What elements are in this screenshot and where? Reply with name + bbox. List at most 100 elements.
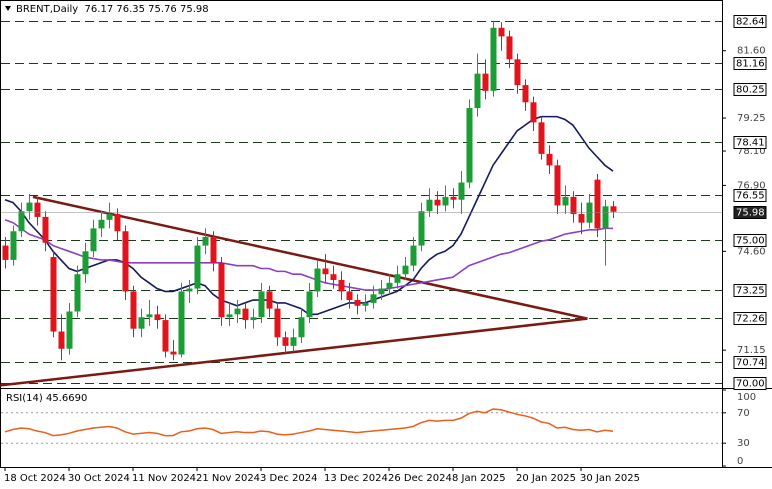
x-tick-label: 30 Oct 2024 — [68, 473, 130, 484]
candle-body — [418, 211, 425, 246]
rsi-title: RSI(14) 45.6690 — [6, 393, 87, 404]
candle-body — [186, 288, 193, 292]
rsi-tick-label: 100 — [737, 392, 756, 403]
candle-body — [522, 85, 529, 103]
level-label-box — [733, 15, 767, 28]
candle-body — [282, 337, 289, 346]
level-label: 75.00 — [736, 236, 765, 247]
plot — [0, 20, 722, 387]
y-tick-label: 74.60 — [737, 246, 766, 257]
candle-body — [506, 36, 513, 60]
candle-body — [202, 236, 209, 246]
candle-body — [434, 199, 441, 206]
candle-body — [610, 206, 617, 212]
candle-body — [178, 291, 185, 355]
candle-body — [602, 206, 609, 229]
level-label: 76.55 — [736, 191, 765, 202]
last-price-label: 75.98 — [736, 208, 765, 219]
candle-body — [130, 291, 137, 329]
candle-body — [226, 314, 233, 318]
candle-body — [10, 231, 17, 260]
candle-body — [450, 196, 457, 200]
candle-body — [314, 268, 321, 292]
level-label-box — [733, 83, 767, 96]
candle-body — [154, 314, 161, 321]
candle-body — [298, 317, 305, 338]
candle-body — [146, 314, 153, 318]
candle-body — [498, 27, 505, 37]
candle-body — [138, 317, 145, 329]
candle-body — [266, 291, 273, 309]
level-label-box — [733, 377, 767, 390]
candle-body — [346, 291, 353, 301]
candle-body — [306, 291, 313, 318]
candle-body — [210, 236, 217, 263]
candle-body — [546, 153, 553, 166]
candle-body — [482, 73, 489, 91]
level-label: 70.74 — [736, 358, 765, 369]
candle-body — [538, 122, 545, 154]
rsi-line — [4, 408, 614, 437]
candle-body — [402, 265, 409, 275]
candle-body — [242, 308, 249, 321]
candle-body — [122, 231, 129, 292]
rsi-tick-label: 70 — [737, 408, 750, 419]
candle-body — [50, 257, 57, 332]
chart-title: BRENT,Daily 76.17 76.35 75.76 75.98 — [16, 4, 209, 15]
candle-body — [74, 274, 81, 312]
trendline — [32, 195, 588, 320]
level-label: 82.64 — [736, 17, 765, 28]
level-label-box — [733, 57, 767, 70]
x-tick-label: 21 Nov 2024 — [196, 473, 260, 484]
candle-body — [410, 245, 417, 266]
y-tick-label: 78.10 — [737, 146, 766, 157]
candle-body — [42, 216, 49, 243]
level-label: 70.00 — [736, 379, 765, 390]
candle-body — [530, 102, 537, 123]
level-label-box — [733, 312, 767, 325]
rsi-tick-label: 30 — [737, 438, 750, 449]
level-label: 81.16 — [736, 59, 765, 70]
candle-body — [490, 27, 497, 91]
candle-body — [338, 279, 345, 292]
candle-body — [474, 73, 481, 109]
x-tick-label: 18 Oct 2024 — [4, 473, 66, 484]
candle-body — [442, 196, 449, 206]
candle-body — [218, 262, 225, 318]
candle-body — [370, 294, 377, 303]
y-tick-label: 71.15 — [737, 345, 766, 356]
level-label-box — [733, 356, 767, 369]
level-label-box — [733, 284, 767, 297]
candle-body — [354, 300, 361, 306]
candle-body — [330, 274, 337, 280]
candle-body — [2, 245, 9, 260]
candle-body — [386, 282, 393, 289]
candle-body — [394, 274, 401, 283]
level-label: 73.25 — [736, 286, 765, 297]
x-tick-label: 3 Dec 2024 — [260, 473, 318, 484]
trendline — [0, 317, 588, 387]
y-tick-label: 76.90 — [737, 180, 766, 191]
candle-body — [594, 179, 601, 229]
candle-body — [290, 337, 297, 346]
y-tick-label: 79.25 — [737, 113, 766, 124]
collapse-icon — [5, 6, 11, 11]
moving-average — [4, 219, 613, 291]
candle-body — [578, 214, 585, 223]
candle-body — [554, 165, 561, 206]
candle-body — [106, 214, 113, 220]
level-label-box — [733, 189, 767, 202]
level-label: 72.26 — [736, 314, 765, 325]
candle-body — [274, 308, 281, 338]
candle-body — [562, 196, 569, 206]
candle-body — [258, 291, 265, 318]
y-tick-label: 81.60 — [737, 46, 766, 57]
candle-body — [250, 317, 257, 321]
candle-body — [162, 320, 169, 352]
candle-body — [362, 302, 369, 306]
level-label-box — [733, 136, 767, 149]
x-tick-label: 13 Dec 2024 — [324, 473, 388, 484]
x-tick-label: 26 Dec 2024 — [388, 473, 452, 484]
